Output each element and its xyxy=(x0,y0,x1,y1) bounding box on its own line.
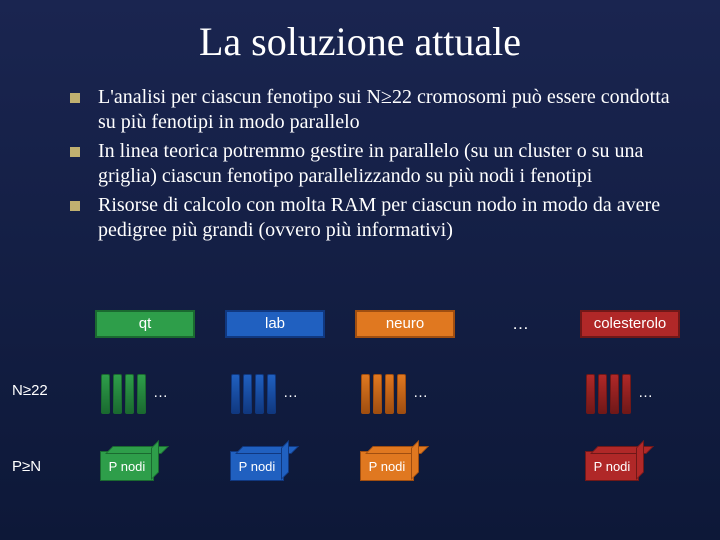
column-ellipsis: … xyxy=(512,314,529,334)
ellipsis-icon: … xyxy=(413,384,428,401)
bar-icon xyxy=(610,374,619,414)
bullet-item: Risorse di calcolo con molta RAM per cia… xyxy=(70,193,670,243)
diagram: N≥22 P≥N … qt … P nodi lab … P nodi neuro … P no… xyxy=(0,310,720,540)
node-box: P nodi xyxy=(229,450,285,482)
bars-group: … xyxy=(361,370,428,414)
bullet-marker-icon xyxy=(70,201,80,211)
bullet-list: L'analisi per ciascun fenotipo sui N≥22 … xyxy=(0,75,720,243)
bar-icon xyxy=(113,374,122,414)
row-label-bars: N≥22 xyxy=(12,382,48,399)
row-label-nodes: P≥N xyxy=(12,458,41,475)
bullet-marker-icon xyxy=(70,93,80,103)
bar-icon xyxy=(125,374,134,414)
bars-group: … xyxy=(101,370,168,414)
page-title: La soluzione attuale xyxy=(0,0,720,75)
node-label: P nodi xyxy=(239,459,276,474)
bar-icon xyxy=(385,374,394,414)
bars-group: … xyxy=(231,370,298,414)
bar-icon xyxy=(267,374,276,414)
bar-icon xyxy=(598,374,607,414)
bars-group: … xyxy=(586,370,653,414)
ellipsis-icon: … xyxy=(638,384,653,401)
category-label: neuro xyxy=(355,310,455,338)
category-label: lab xyxy=(225,310,325,338)
bullet-marker-icon xyxy=(70,147,80,157)
bullet-text: In linea teorica potremmo gestire in par… xyxy=(98,139,670,189)
node-label: P nodi xyxy=(369,459,406,474)
category-label: qt xyxy=(95,310,195,338)
node-label: P nodi xyxy=(109,459,146,474)
bar-icon xyxy=(231,374,240,414)
bullet-text: Risorse di calcolo con molta RAM per cia… xyxy=(98,193,670,243)
node-label: P nodi xyxy=(594,459,631,474)
bar-icon xyxy=(137,374,146,414)
bar-icon xyxy=(622,374,631,414)
ellipsis-icon: … xyxy=(283,384,298,401)
bar-icon xyxy=(361,374,370,414)
node-box: P nodi xyxy=(584,450,640,482)
bullet-item: L'analisi per ciascun fenotipo sui N≥22 … xyxy=(70,85,670,135)
bar-icon xyxy=(243,374,252,414)
bar-icon xyxy=(101,374,110,414)
bullet-text: L'analisi per ciascun fenotipo sui N≥22 … xyxy=(98,85,670,135)
bar-icon xyxy=(373,374,382,414)
node-box: P nodi xyxy=(99,450,155,482)
bar-icon xyxy=(397,374,406,414)
bar-icon xyxy=(255,374,264,414)
bar-icon xyxy=(586,374,595,414)
bullet-item: In linea teorica potremmo gestire in par… xyxy=(70,139,670,189)
ellipsis-icon: … xyxy=(153,384,168,401)
node-box: P nodi xyxy=(359,450,415,482)
category-label: colesterolo xyxy=(580,310,680,338)
